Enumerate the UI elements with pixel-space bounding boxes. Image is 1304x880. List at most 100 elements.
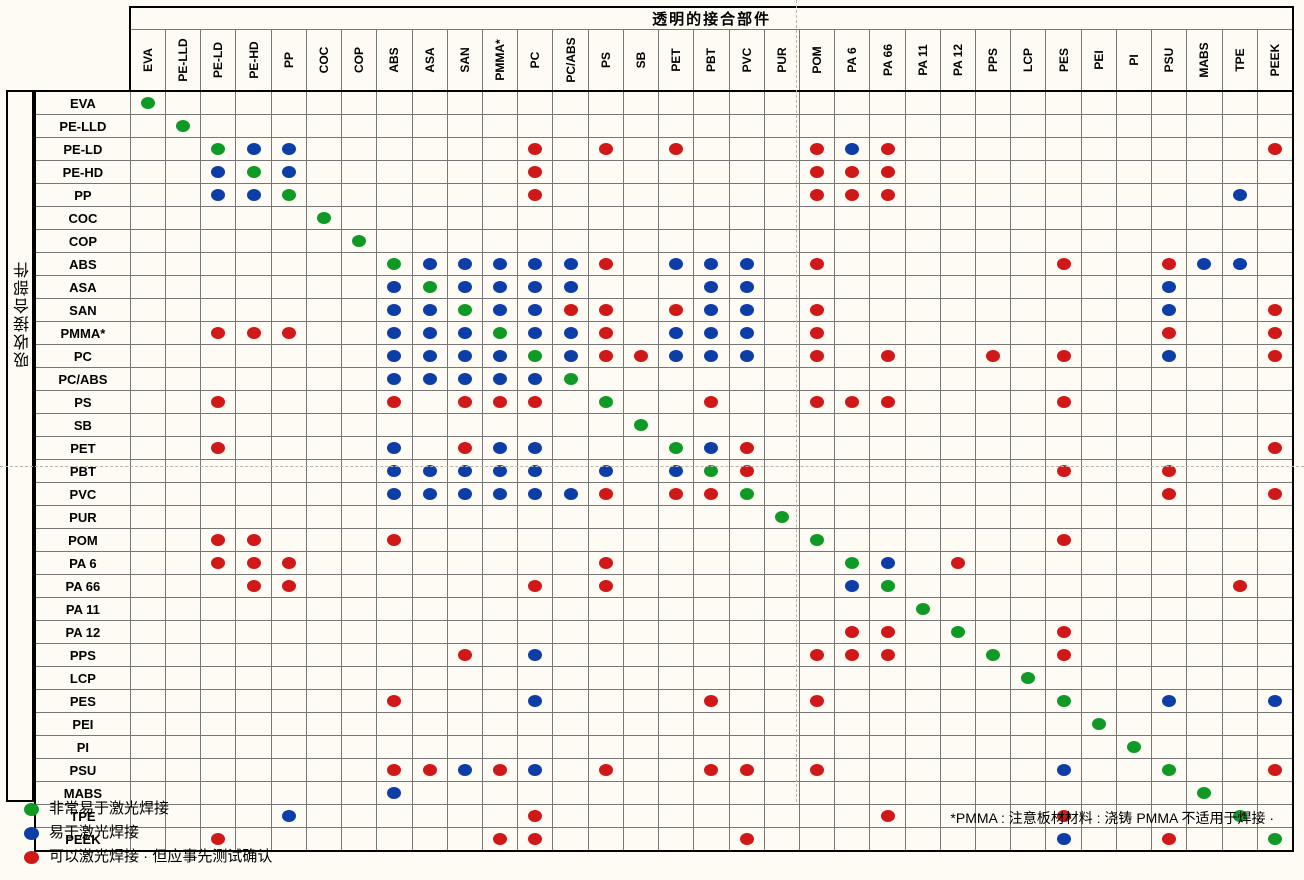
matrix-cell — [1116, 483, 1151, 506]
matrix-cell — [1152, 138, 1187, 161]
matrix-cell — [764, 115, 799, 138]
dot-icon — [669, 143, 683, 155]
dot-icon — [599, 327, 613, 339]
dot-icon — [387, 327, 401, 339]
matrix-cell — [130, 506, 165, 529]
row-header: COC — [35, 207, 130, 230]
dot-icon — [881, 580, 895, 592]
matrix-cell — [976, 91, 1011, 115]
dot-icon — [845, 166, 859, 178]
matrix-cell — [482, 460, 517, 483]
dot-icon — [528, 143, 542, 155]
matrix-cell — [201, 368, 236, 391]
dot-icon — [247, 580, 261, 592]
matrix-cell — [1081, 345, 1116, 368]
matrix-cell — [1116, 506, 1151, 529]
col-header-label: PEI — [1092, 50, 1106, 69]
matrix-cell — [1257, 506, 1293, 529]
matrix-cell — [1116, 276, 1151, 299]
matrix-cell — [1116, 575, 1151, 598]
matrix-cell — [588, 460, 623, 483]
matrix-cell — [306, 828, 341, 852]
matrix-cell — [518, 299, 553, 322]
matrix-cell — [271, 782, 306, 805]
row-header: PA 11 — [35, 598, 130, 621]
matrix-cell — [799, 598, 834, 621]
matrix-cell — [976, 529, 1011, 552]
dot-icon — [387, 695, 401, 707]
matrix-cell — [130, 437, 165, 460]
matrix-cell — [166, 414, 201, 437]
row-header: PA 6 — [35, 552, 130, 575]
matrix-cell — [306, 713, 341, 736]
dot-icon — [211, 557, 225, 569]
matrix-cell — [940, 552, 975, 575]
matrix-cell — [342, 391, 377, 414]
matrix-cell — [870, 276, 905, 299]
matrix-cell — [342, 437, 377, 460]
matrix-cell — [130, 391, 165, 414]
dot-icon — [740, 764, 754, 776]
row-header: PS — [35, 391, 130, 414]
matrix-cell — [553, 552, 588, 575]
legend-dot-icon — [24, 803, 39, 816]
dot-icon — [141, 97, 155, 109]
row-header: PMMA* — [35, 322, 130, 345]
matrix-cell — [482, 253, 517, 276]
matrix-cell — [1046, 391, 1081, 414]
matrix-cell — [588, 690, 623, 713]
matrix-cell — [905, 253, 940, 276]
matrix-cell — [1257, 759, 1293, 782]
matrix-cell — [588, 736, 623, 759]
matrix-cell — [976, 253, 1011, 276]
matrix-cell — [835, 322, 870, 345]
row-header: PE-LLD — [35, 115, 130, 138]
matrix-cell — [306, 161, 341, 184]
dot-icon — [528, 189, 542, 201]
matrix-cell — [1011, 713, 1046, 736]
matrix-cell — [482, 667, 517, 690]
matrix-cell — [1187, 299, 1222, 322]
matrix-cell — [1152, 483, 1187, 506]
matrix-cell — [694, 506, 729, 529]
matrix-cell — [377, 299, 412, 322]
dot-icon — [1162, 465, 1176, 477]
matrix-cell — [130, 759, 165, 782]
matrix-cell — [377, 644, 412, 667]
matrix-cell — [518, 91, 553, 115]
matrix-cell — [905, 483, 940, 506]
matrix-cell — [835, 345, 870, 368]
matrix-cell — [1081, 506, 1116, 529]
matrix-cell — [236, 736, 271, 759]
matrix-cell — [870, 161, 905, 184]
matrix-cell — [764, 782, 799, 805]
dot-icon — [528, 695, 542, 707]
matrix-cell — [835, 299, 870, 322]
col-header: ASA — [412, 30, 447, 92]
matrix-cell — [306, 690, 341, 713]
matrix-cell — [659, 506, 694, 529]
matrix-cell — [518, 437, 553, 460]
matrix-cell — [835, 805, 870, 828]
col-header-label: PMMA* — [493, 39, 507, 80]
matrix-cell — [1152, 414, 1187, 437]
dot-icon — [528, 833, 542, 845]
matrix-cell — [342, 759, 377, 782]
matrix-cell — [905, 805, 940, 828]
dot-icon — [493, 488, 507, 500]
col-header: POM — [799, 30, 834, 92]
matrix-cell — [236, 598, 271, 621]
matrix-cell — [166, 299, 201, 322]
matrix-cell — [623, 782, 658, 805]
row-header: PE-LD — [35, 138, 130, 161]
matrix-cell — [1011, 115, 1046, 138]
col-header: PA 12 — [940, 30, 975, 92]
matrix-cell — [482, 759, 517, 782]
matrix-cell — [447, 460, 482, 483]
matrix-cell — [1257, 299, 1293, 322]
dot-icon — [881, 189, 895, 201]
matrix-cell — [659, 713, 694, 736]
matrix-cell — [1187, 667, 1222, 690]
dot-icon — [669, 442, 683, 454]
matrix-cell — [518, 414, 553, 437]
